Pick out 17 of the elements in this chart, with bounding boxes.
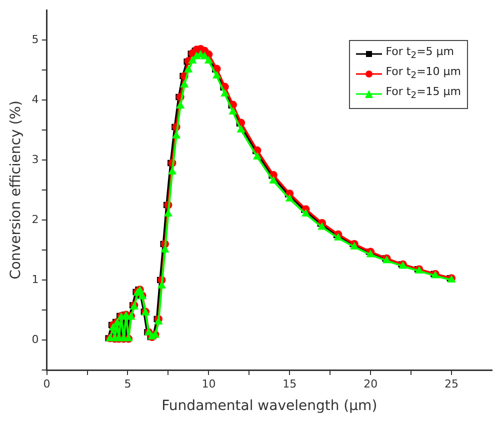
legend-label: For t$_{2}$=15 μm xyxy=(386,84,461,104)
y-tick-label: 2 xyxy=(32,212,39,226)
x-tick-label: 5 xyxy=(124,377,132,390)
y-axis-title: Conversion efficiency (%) xyxy=(8,100,24,280)
x-tick-label: 0 xyxy=(43,377,50,390)
legend-label: For t$_{2}$=10 μm xyxy=(386,64,461,84)
y-tick-label: 0 xyxy=(32,332,39,346)
x-tick-label: 10 xyxy=(202,377,216,390)
x-tick-label: 15 xyxy=(282,377,297,390)
y-tick-label: 1 xyxy=(32,272,39,286)
x-tick-label: 25 xyxy=(444,377,459,390)
legend-label: For t$_{2}$=5 μm xyxy=(386,44,454,64)
x-tick-label: 20 xyxy=(364,377,378,390)
y-tick-label: 5 xyxy=(32,32,39,46)
y-tick-label: 4 xyxy=(32,92,39,106)
x-axis-title: Fundamental wavelength (μm) xyxy=(162,398,378,414)
y-tick-label: 3 xyxy=(32,152,39,166)
